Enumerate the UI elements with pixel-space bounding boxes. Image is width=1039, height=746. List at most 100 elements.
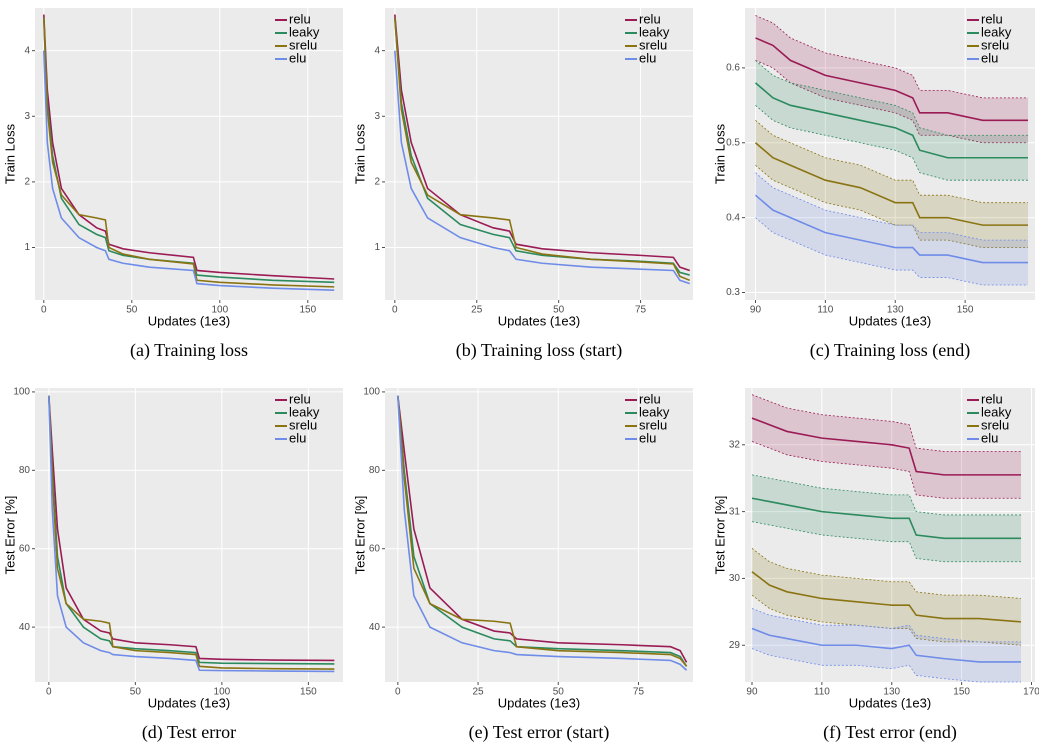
series-line [755,37,1029,122]
x-tick-label: 100 [214,687,231,698]
x-axis-label: Updates (1e3) [849,695,931,710]
x-tick-label: 90 [746,687,758,698]
y-tick-label: 4 [24,45,30,56]
series-line [48,395,335,673]
y-tick-label: 2 [374,177,380,188]
series-line [751,497,1022,540]
series-line [754,142,1029,226]
x-tick-label: 50 [553,687,565,698]
series-line [754,194,1029,264]
legend-label: relu [639,11,661,26]
x-tick-label: 100 [211,305,228,316]
band-edge [755,60,1029,136]
confidence-band [755,120,1029,248]
legend-label: leaky [981,24,1012,39]
legend-label: relu [981,11,1003,26]
x-tick-label: 0 [395,687,401,698]
y-tick-label: 4 [374,45,380,56]
y-tick-label: 100 [13,387,30,398]
x-tick-label: 150 [953,687,970,698]
y-tick-label: 3 [24,111,30,122]
x-axis-label: Updates (1e3) [148,695,230,710]
legend-label: leaky [289,404,320,419]
y-tick-label: 0.6 [726,63,740,74]
legend-label: elu [639,50,656,65]
series-line [397,395,688,671]
x-tick-label: 110 [817,305,833,316]
y-tick-label: 1 [24,242,30,253]
caption: (e) Test error (start) [469,722,610,743]
y-axis-label: Train Loss [352,123,367,184]
y-axis-label: Test Error [%] [352,496,367,575]
band-edge [755,105,1029,181]
legend-label: relu [289,391,311,406]
series-line [48,395,335,670]
caption: (b) Training loss (start) [456,340,623,361]
x-tick-label: 50 [126,305,138,316]
plot-background [385,388,693,682]
x-tick-label: 25 [472,687,484,698]
x-tick-label: 0 [46,687,52,698]
y-axis-label: Train Loss [2,123,17,184]
legend-label: srelu [289,37,317,52]
series-line [751,417,1022,476]
series-line [394,14,690,272]
y-tick-label: 0.4 [726,212,740,223]
series-line [43,17,335,284]
legend-label: relu [981,391,1003,406]
y-tick-label: 80 [19,465,31,476]
y-tick-label: 0.3 [726,287,740,298]
series-line [394,50,690,285]
y-tick-label: 40 [369,622,381,633]
series-line [48,395,335,662]
x-axis-label: Updates (1e3) [849,313,931,328]
band-edge [755,164,1029,248]
y-tick-label: 31 [729,506,741,517]
caption: (a) Training loss [130,340,248,361]
legend-label: relu [289,11,311,26]
series-line [43,17,335,288]
legend-label: srelu [981,37,1009,52]
legend-label: leaky [639,404,670,419]
x-tick-label: 130 [887,305,904,316]
caption: (d) Test error [142,722,236,743]
legend-label: leaky [981,404,1012,419]
plot-background [745,8,1035,300]
caption: (c) Training loss (end) [810,340,971,361]
band-edge [751,441,1022,499]
x-tick-label: 50 [553,305,565,316]
legend-label: relu [639,391,661,406]
legend-label: srelu [981,417,1009,432]
x-tick-label: 90 [750,305,762,316]
y-tick-label: 40 [19,622,31,633]
x-tick-label: 0 [392,305,398,316]
series-line [397,395,688,663]
x-tick-label: 75 [633,687,645,698]
x-tick-label: 110 [814,687,830,698]
y-tick-label: 29 [729,640,741,651]
y-tick-label: 32 [729,439,741,450]
y-tick-label: 3 [374,111,380,122]
confidence-band [751,608,1022,682]
x-axis-label: Updates (1e3) [148,313,230,328]
x-tick-label: 150 [300,687,317,698]
plot-background [35,388,343,682]
plot-background [745,388,1035,682]
y-tick-label: 60 [19,543,31,554]
x-tick-label: 25 [471,305,483,316]
series-line [43,50,335,291]
legend-label: srelu [639,417,667,432]
series-line [751,627,1022,663]
legend-label: leaky [639,24,670,39]
y-tick-label: 100 [363,387,380,398]
x-axis-label: Updates (1e3) [498,695,580,710]
y-axis-label: Test Error [%] [2,496,17,575]
x-tick-label: 150 [299,305,316,316]
legend-label: elu [289,50,306,65]
band-edge [751,521,1022,563]
plot-background [35,8,343,300]
x-tick-label: 75 [635,305,647,316]
legend-label: srelu [289,417,317,432]
x-axis-label: Updates (1e3) [498,313,580,328]
y-tick-label: 80 [369,465,381,476]
